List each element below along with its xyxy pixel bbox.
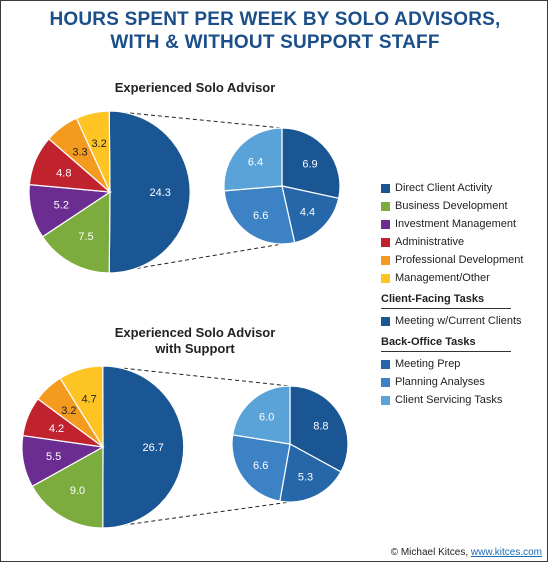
breakdown-pie-1-data-label: 6.6 <box>253 210 268 222</box>
legend-item: Planning Analyses <box>381 373 546 391</box>
main-pie-1-slice <box>108 110 191 274</box>
legend-swatch <box>381 359 390 369</box>
legend-client-facing-heading: Client-Facing Tasks <box>381 293 511 309</box>
legend-item: Management/Other <box>381 269 546 287</box>
main-pie-1-data-label: 24.3 <box>149 187 170 199</box>
legend-label: Management/Other <box>395 272 490 284</box>
breakdown-pie-2-data-label: 5.3 <box>298 471 313 483</box>
breakdown-pie-1-slice <box>223 127 283 192</box>
breakdown-pie-1-slice <box>281 185 340 244</box>
breakdown-pie-2-slice <box>279 443 342 503</box>
main-pie-2-slice <box>102 365 185 529</box>
legend-swatch <box>381 237 390 247</box>
legend-label: Investment Management <box>395 218 517 230</box>
main-pie-2-data-label: 5.5 <box>46 451 61 463</box>
main-pie-2-slice <box>31 445 104 529</box>
breakdown-pie-1-slice <box>281 127 341 199</box>
legend-item: Administrative <box>381 233 546 251</box>
breakdown-pie-1-data-label: 6.9 <box>302 158 317 170</box>
legend-swatch <box>381 201 390 211</box>
connector-line-top <box>102 365 291 387</box>
breakdown-pie-2-data-label: 6.0 <box>259 412 274 424</box>
breakdown-pie-2-slice <box>289 385 349 473</box>
legend-item: Business Development <box>381 197 546 215</box>
legend-label: Business Development <box>395 200 508 212</box>
main-pie-1-slice <box>75 110 111 193</box>
main-pie-2-slice <box>59 365 104 450</box>
legend-item: Direct Client Activity <box>381 179 546 197</box>
main-pie-2-data-label: 9.0 <box>70 485 85 497</box>
legend-client-facing-group: Meeting w/Current Clients <box>381 312 546 330</box>
connector-line-top <box>109 110 283 129</box>
legend-item: Meeting w/Current Clients <box>381 312 546 330</box>
legend-swatch <box>381 183 390 193</box>
pie-chart-2: 26.7 9.0 5.5 4.2 3.2 4.7 8.8 5.3 6.6 6.0 <box>21 365 349 529</box>
pie-chart-1: 24.3 7.5 5.2 4.83.3 3.2 6.9 4.4 6.6 6.4 <box>28 110 341 274</box>
main-pie-2-data-label: 4.7 <box>81 394 96 406</box>
legend-item: Professional Development <box>381 251 546 269</box>
legend-item: Client Servicing Tasks <box>381 391 546 409</box>
pie-2-title-line-1: Experienced Solo Advisor <box>114 325 276 340</box>
breakdown-pie-1-slice <box>223 185 296 245</box>
breakdown-pie-2-data-label: 6.6 <box>253 460 268 472</box>
main-pie-2-data-label: 4.2 <box>49 423 64 435</box>
legend-label: Administrative <box>395 236 465 248</box>
legend-item: Meeting Prep <box>381 355 546 373</box>
credit-link[interactable]: www.kitces.com <box>470 547 542 558</box>
main-pie-1-data-label: 3.2 <box>91 138 106 150</box>
legend-label: Meeting Prep <box>395 358 461 370</box>
credit: © Michael Kitces, www.kitces.com <box>391 547 542 558</box>
legend-swatch <box>381 219 390 229</box>
legend-label: Planning Analyses <box>395 376 485 388</box>
pie-2-title: Experienced Solo Advisor with Support <box>70 325 320 357</box>
chart-title-line-2: WITH & WITHOUT SUPPORT STAFF <box>110 32 440 53</box>
main-pie-1-slice <box>41 190 111 274</box>
chart-title: HOURS SPENT PER WEEK BY SOLO ADVISORS, W… <box>0 8 550 54</box>
chart-title-line-1: HOURS SPENT PER WEEK BY SOLO ADVISORS, <box>49 9 501 30</box>
breakdown-pie-2-slice <box>232 385 291 445</box>
legend-main-group: Direct Client Activity Business Developme… <box>381 179 546 287</box>
legend-swatch <box>381 273 390 283</box>
legend: Direct Client Activity Business Developme… <box>381 179 546 409</box>
breakdown-pie-2-slice <box>231 434 291 502</box>
breakdown-pie-1-data-label: 6.4 <box>248 157 263 169</box>
breakdown-pie-2-data-label: 8.8 <box>313 421 328 433</box>
legend-label: Meeting w/Current Clients <box>395 315 522 327</box>
legend-label: Direct Client Activity <box>395 182 493 194</box>
legend-swatch <box>381 255 390 265</box>
main-pie-1-data-label: 3.3 <box>72 147 87 159</box>
legend-label: Client Servicing Tasks <box>395 394 503 406</box>
legend-back-office-heading: Back-Office Tasks <box>381 336 511 352</box>
legend-back-office-group: Meeting Prep Planning Analyses Client Serv… <box>381 355 546 409</box>
main-pie-2-data-label: 3.2 <box>61 405 76 417</box>
breakdown-pie-1-data-label: 4.4 <box>300 206 315 218</box>
main-pie-1-data-label: 4.8 <box>56 167 71 179</box>
main-pie-1-data-label: 7.5 <box>78 231 93 243</box>
legend-label: Professional Development <box>395 254 524 266</box>
pie-1-title: Experienced Solo Advisor <box>114 80 276 95</box>
legend-swatch <box>381 395 390 405</box>
legend-swatch <box>381 377 390 387</box>
legend-swatch <box>381 316 390 326</box>
main-pie-1-data-label: 5.2 <box>54 199 69 211</box>
credit-text: © Michael Kitces, <box>390 547 471 558</box>
connector-line-bottom <box>102 501 291 529</box>
legend-item: Investment Management <box>381 215 546 233</box>
main-pie-2-data-label: 26.7 <box>142 442 163 454</box>
pie-2-title-line-2: with Support <box>155 341 235 356</box>
